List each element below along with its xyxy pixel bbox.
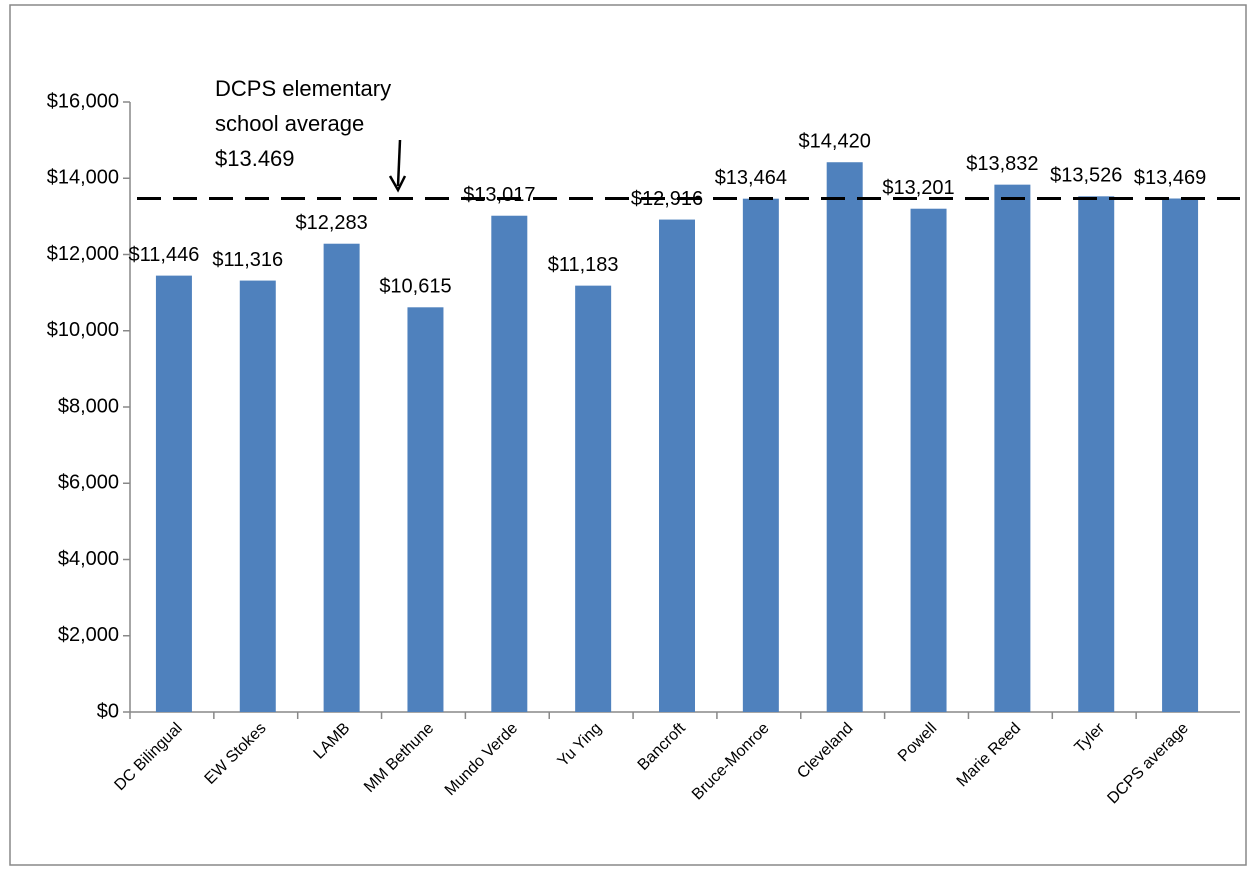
x-tick-label: DCPS average (1104, 720, 1192, 808)
x-tick-label: Cleveland (794, 720, 856, 782)
x-tick-label: Tyler (1072, 719, 1109, 756)
chart-frame (9, 4, 1247, 866)
value-label: $13,201 (882, 177, 954, 199)
bar (1162, 198, 1199, 712)
x-tick-label: DC Bilingual (111, 720, 185, 794)
bar (659, 219, 695, 712)
value-label: $11,316 (212, 249, 283, 271)
x-tick-label: MM Bethune (361, 720, 437, 796)
y-tick-label: $6,000 (58, 472, 119, 494)
value-label: $11,183 (548, 254, 619, 276)
x-tick-label: Powell (895, 720, 940, 765)
annotation: school average (215, 111, 364, 136)
y-tick-label: $2,000 (58, 624, 119, 646)
bar (1078, 196, 1115, 713)
annotation: $13.469 (215, 146, 295, 171)
bar (323, 243, 360, 712)
value-label: $13,464 (715, 167, 787, 189)
value-label: $13,526 (1050, 165, 1122, 187)
value-label: $10,615 (379, 276, 451, 298)
y-tick-label: $4,000 (58, 548, 119, 570)
x-tick-label: Yu Ying (555, 720, 605, 770)
x-tick-label: Marie Reed (954, 720, 1025, 791)
value-label: $12,283 (295, 212, 367, 234)
bar (407, 307, 444, 712)
value-label: $13,017 (463, 184, 535, 206)
value-label: $12,916 (631, 188, 703, 210)
arrow (396, 139, 402, 187)
y-tick-label: $16,000 (47, 90, 119, 112)
arrow-head (388, 175, 407, 193)
y-tick-label: $10,000 (47, 319, 119, 341)
x-tick-label: Mundo Verde (442, 720, 521, 799)
y-tick-label: $0 (97, 700, 119, 722)
x-tick-label: LAMB (311, 720, 354, 763)
x-tick-label: Bancroft (635, 719, 690, 774)
value-label: $13,469 (1134, 167, 1206, 189)
bar (826, 162, 863, 713)
value-label: $13,832 (966, 153, 1038, 175)
bar (491, 215, 528, 712)
y-tick-label: $12,000 (47, 243, 119, 265)
bar (155, 275, 192, 712)
bar (910, 208, 947, 713)
x-tick-label: EW Stokes (202, 720, 270, 788)
y-tick-label: $8,000 (58, 395, 119, 417)
annotation: DCPS elementary (215, 76, 391, 101)
x-tick-label: Bruce-Monroe (689, 720, 773, 804)
y-tick-label: $14,000 (47, 167, 119, 189)
bar (742, 198, 779, 712)
value-label: $11,446 (129, 244, 200, 266)
value-label: $14,420 (799, 131, 871, 153)
bar (239, 280, 276, 712)
bar (994, 184, 1031, 712)
bar (575, 285, 612, 712)
